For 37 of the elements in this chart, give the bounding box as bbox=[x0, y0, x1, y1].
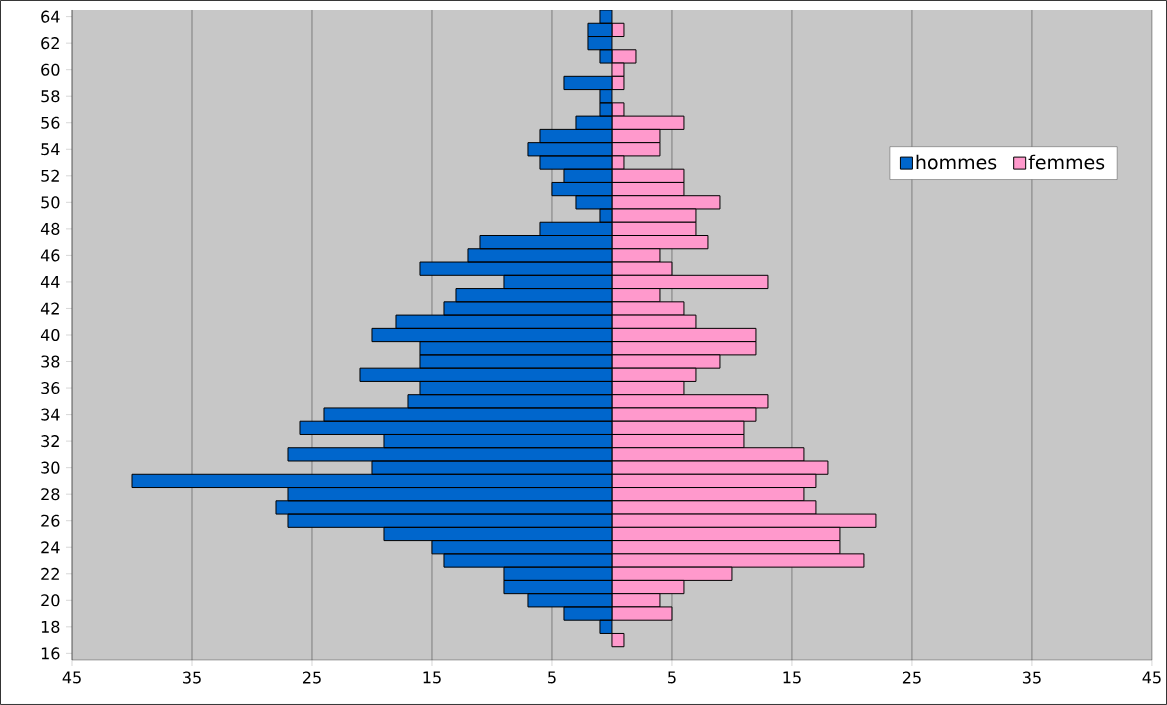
x-tick-label: 35 bbox=[183, 671, 201, 684]
y-tick-label: 52 bbox=[41, 169, 59, 182]
y-tick-label: 38 bbox=[41, 355, 60, 368]
x-tick-label: 35 bbox=[1022, 671, 1041, 684]
y-tick-label: 24 bbox=[41, 541, 60, 554]
y-tick-label: 18 bbox=[41, 620, 60, 633]
y-tick-label: 28 bbox=[41, 488, 60, 501]
y-tick-label: 60 bbox=[41, 63, 60, 76]
y-tick-label: 48 bbox=[40, 222, 60, 235]
y-tick-label: 42 bbox=[40, 302, 59, 315]
x-tick-label: 25 bbox=[302, 671, 321, 684]
x-tick-label: 25 bbox=[902, 671, 921, 684]
x-tick-label: 5 bbox=[548, 671, 556, 684]
y-tick-label: 56 bbox=[41, 116, 60, 129]
y-tick-label: 64 bbox=[41, 10, 60, 23]
y-tick-label: 58 bbox=[41, 90, 60, 103]
y-tick-label: 40 bbox=[40, 328, 60, 342]
y-tick-label: 30 bbox=[41, 461, 60, 474]
y-tick-label: 20 bbox=[41, 594, 60, 607]
y-tick-label: 50 bbox=[41, 196, 60, 209]
y-tick-label: 44 bbox=[40, 276, 60, 288]
x-tick-label: 15 bbox=[423, 671, 441, 684]
legend-label: hommes bbox=[916, 154, 997, 170]
y-tick-label: 34 bbox=[41, 408, 60, 421]
y-tick-label: 26 bbox=[41, 514, 60, 527]
x-tick-label: 15 bbox=[783, 671, 801, 684]
y-tick-label: 46 bbox=[40, 249, 60, 262]
x-tick-label: 45 bbox=[1142, 671, 1161, 684]
y-tick-label: 36 bbox=[41, 382, 60, 395]
y-tick-label: 22 bbox=[41, 567, 59, 580]
y-tick-label: 62 bbox=[41, 37, 59, 50]
legend-label: femmes bbox=[1028, 154, 1105, 170]
y-tick-label: 54 bbox=[41, 143, 60, 156]
x-tick-label: 45 bbox=[62, 671, 81, 684]
y-tick-label: 32 bbox=[41, 435, 59, 448]
x-tick-label: 5 bbox=[668, 671, 676, 684]
y-tick-label: 16 bbox=[41, 647, 60, 660]
